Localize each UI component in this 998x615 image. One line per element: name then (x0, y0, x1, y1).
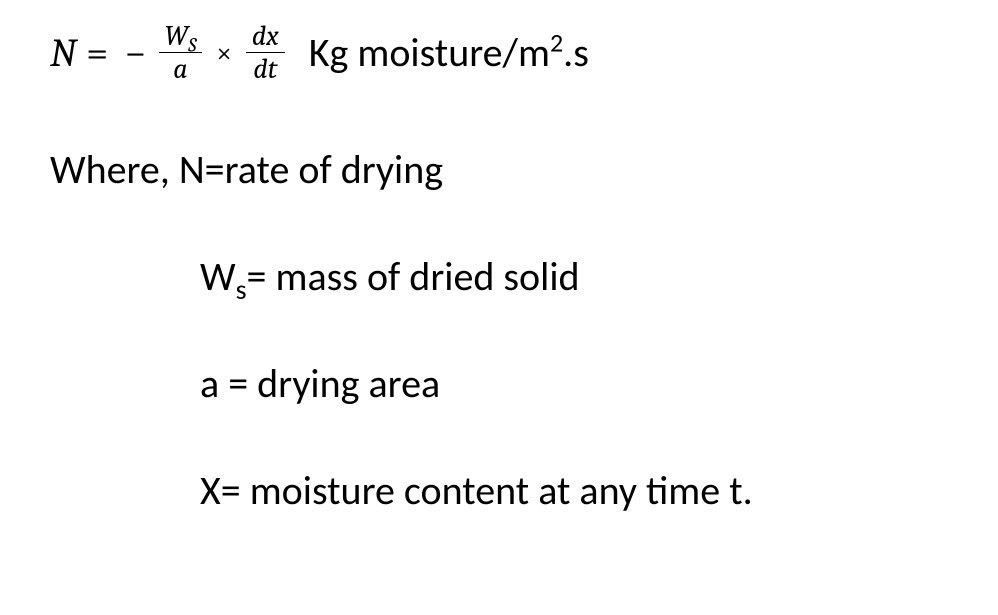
units-post: .s (563, 28, 589, 77)
rate-of-drying-equation: N = − WS a × dx dt Kg moisture/m2.s (50, 20, 948, 85)
units-exponent: 2 (550, 26, 563, 58)
fraction1-denominator: a (167, 53, 193, 85)
equation-units: Kg moisture/m2.s (309, 33, 589, 73)
x-definition-line: X= moisture content at any time t. (200, 466, 948, 515)
x-definition: X= moisture content at any time t. (200, 466, 753, 515)
ws-definition: = mass of dried solid (247, 252, 580, 301)
units-pre: Kg moisture/m (309, 28, 550, 77)
ws-var: W (200, 252, 236, 301)
fraction2-numerator: dx (246, 20, 285, 53)
times-symbol: × (216, 39, 232, 67)
fraction-dx-over-dt: dx dt (246, 20, 285, 85)
fraction1-numerator: WS (159, 20, 203, 53)
ws-sub: s (236, 272, 247, 307)
where-line: Where, N=rate of drying (50, 145, 948, 194)
frac1-num-var: W (165, 20, 189, 52)
a-definition: a = drying area (200, 359, 440, 408)
a-definition-line: a = drying area (200, 359, 948, 408)
where-label: Where, (50, 145, 179, 194)
fraction-ws-over-a: WS a (159, 20, 203, 85)
fraction2-denominator: dt (247, 53, 283, 85)
ws-definition-line: Ws= mass of dried solid (200, 252, 948, 301)
equals-sign: = (86, 33, 108, 73)
equation-lhs: N (50, 33, 76, 73)
n-definition: N=rate of drying (179, 145, 443, 194)
negative-sign: − (124, 33, 146, 73)
